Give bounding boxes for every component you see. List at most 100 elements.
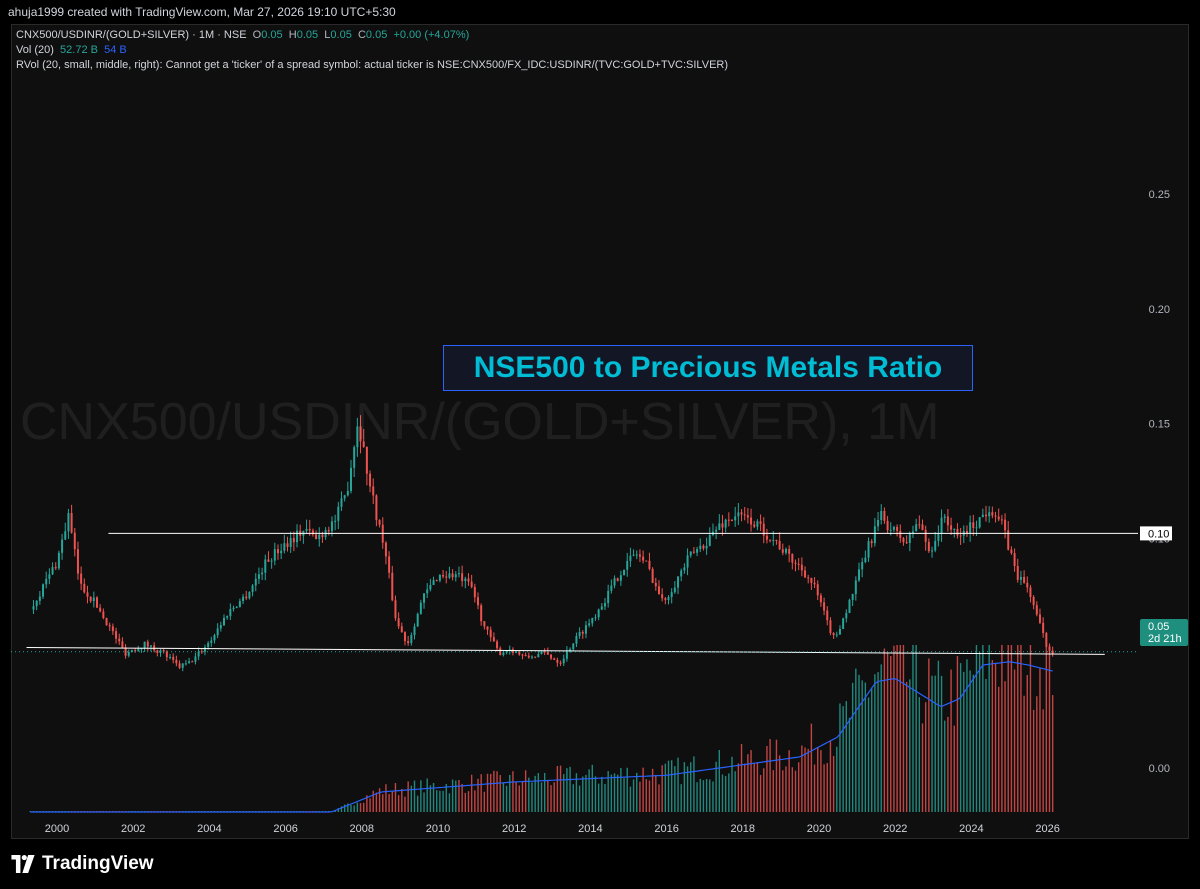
candle-body: [365, 446, 368, 474]
candle-body: [677, 576, 680, 588]
volume-bar: [620, 767, 622, 812]
volume-bar: [1048, 645, 1051, 812]
volume-bar: [928, 658, 930, 812]
volume-bar: [940, 675, 943, 812]
volume-bar: [645, 779, 647, 812]
candle-body: [804, 570, 807, 578]
candle-body: [403, 632, 406, 642]
y-axis-tick-label: 0.15: [1149, 419, 1170, 431]
candle-body: [350, 467, 353, 492]
candle-body: [57, 552, 60, 569]
volume-bar: [636, 772, 638, 812]
candle-body: [327, 530, 330, 532]
candle-body: [470, 581, 473, 588]
candle-body: [213, 635, 216, 641]
candle-body: [937, 533, 940, 541]
candle-body: [623, 569, 626, 576]
volume-bar: [709, 779, 711, 812]
candle-body: [80, 573, 83, 584]
volume-bar: [455, 780, 457, 812]
candle-body: [575, 635, 578, 644]
candle-body: [289, 538, 292, 547]
volume-bar: [550, 785, 552, 812]
attribution-bar: ahuja1999 created with TradingView.com, …: [0, 0, 1200, 24]
candle-body: [315, 534, 318, 540]
candle-body: [642, 556, 645, 561]
volume-bar: [499, 775, 501, 812]
candle-body: [765, 535, 768, 540]
candle-body: [340, 498, 343, 507]
candle-body: [261, 572, 264, 575]
candle-body: [835, 634, 838, 636]
volume-bar: [915, 645, 917, 812]
volume-bar: [807, 748, 809, 812]
volume-bar: [388, 793, 390, 812]
volume-bar: [537, 773, 540, 812]
volume-bar: [766, 745, 768, 812]
candle-body: [442, 574, 445, 577]
volume-bar: [677, 757, 679, 812]
volume-bar: [909, 679, 911, 812]
volume-bar: [670, 760, 673, 812]
annotation-text-box[interactable]: NSE500 to Precious Metals Ratio: [443, 345, 973, 391]
legend-volume[interactable]: Vol (20) 52.72 B 54 B: [16, 44, 127, 56]
legend-ohlc[interactable]: CNX500/USDINR/(GOLD+SILVER) · 1M · NSE O…: [16, 29, 470, 41]
volume-bar: [836, 746, 838, 812]
x-axis-tick-label: 2012: [502, 823, 526, 835]
volume-bar: [991, 660, 994, 812]
legend-rvol-error[interactable]: RVol (20, small, middle, right): Cannot …: [16, 59, 728, 71]
volume-bar: [956, 656, 959, 812]
price-tag-countdown: 2d 21h: [1148, 633, 1182, 645]
volume-bar: [826, 763, 828, 812]
candle-body: [496, 641, 499, 649]
candle-body: [699, 545, 702, 549]
volume-bar: [610, 774, 613, 812]
candle-body: [905, 542, 908, 544]
candle-body: [610, 585, 613, 591]
candle-body: [791, 553, 794, 563]
volume-bar: [432, 782, 435, 812]
x-axis-tick-label: 2000: [45, 823, 69, 835]
candle-body: [619, 575, 622, 581]
candle-body: [680, 570, 683, 577]
support-trendline[interactable]: [26, 646, 1105, 655]
candle-body: [607, 590, 610, 604]
candle-body: [448, 573, 451, 578]
volume-bar: [629, 786, 632, 812]
volume-bar: [617, 774, 619, 812]
volume-bar: [531, 782, 533, 812]
volume-bar: [969, 670, 971, 812]
candle-body: [429, 584, 432, 590]
candle-body: [264, 559, 267, 573]
candle-body: [924, 529, 927, 542]
candle-body: [702, 545, 705, 549]
volume-bar: [839, 703, 841, 812]
price-chart[interactable]: 2000 2002 2004 2006 2008 2010 2012 2014 2016 2018…: [11, 24, 1189, 839]
candle-body: [305, 528, 308, 531]
volume-bar: [461, 783, 463, 812]
volume-bar: [404, 796, 406, 812]
volume-bar: [718, 749, 721, 812]
candle-body: [70, 513, 73, 533]
candle-body: [483, 621, 486, 627]
volume-bar: [896, 645, 898, 812]
candle-body: [870, 541, 873, 544]
candle-body: [953, 528, 956, 530]
candle-body: [394, 600, 397, 619]
candle-body: [203, 647, 206, 652]
candle-body: [426, 589, 429, 594]
volume-bar: [1007, 645, 1009, 812]
volume-bar: [559, 765, 562, 812]
volume-bar: [731, 756, 733, 812]
candle-body: [664, 598, 667, 600]
candle-body: [156, 650, 159, 653]
candle-body: [280, 550, 283, 554]
price-tag-bg: [1140, 619, 1188, 646]
candle-body: [972, 522, 975, 528]
low-value: 0.05: [330, 29, 352, 41]
candle-body: [657, 586, 660, 595]
candle-body: [546, 651, 549, 655]
level-tag-label: 0.10: [1148, 528, 1169, 540]
candle-body: [467, 578, 470, 582]
x-axis-tick-label: 2018: [731, 823, 755, 835]
